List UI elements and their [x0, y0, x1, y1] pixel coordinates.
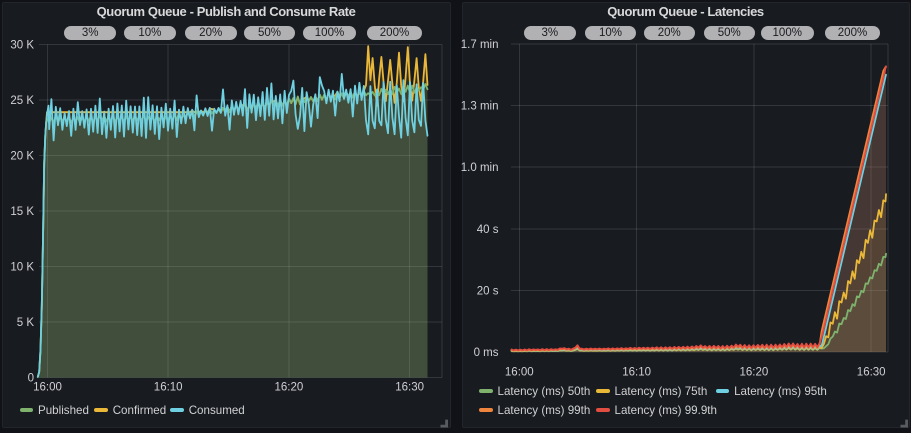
svg-text:16:30: 16:30 [395, 382, 424, 394]
svg-text:40 s: 40 s [477, 224, 499, 236]
svg-text:25 K: 25 K [10, 95, 34, 107]
svg-text:0: 0 [28, 373, 34, 385]
svg-text:16:10: 16:10 [154, 382, 183, 394]
svg-text:10 K: 10 K [10, 262, 34, 274]
svg-text:1.3 min: 1.3 min [461, 101, 499, 113]
svg-text:16:10: 16:10 [622, 367, 651, 379]
svg-text:16:30: 16:30 [857, 367, 886, 379]
svg-text:1.0 min: 1.0 min [461, 162, 499, 174]
svg-text:16:00: 16:00 [33, 382, 62, 394]
svg-text:5 K: 5 K [17, 317, 35, 329]
svg-text:1.7 min: 1.7 min [461, 39, 499, 51]
svg-text:16:20: 16:20 [740, 367, 769, 379]
svg-text:0 ms: 0 ms [474, 347, 499, 359]
svg-text:16:20: 16:20 [275, 382, 304, 394]
svg-text:30 K: 30 K [10, 40, 34, 52]
svg-text:20 s: 20 s [477, 285, 499, 297]
svg-text:20 K: 20 K [10, 151, 34, 163]
svg-text:16:00: 16:00 [505, 367, 534, 379]
svg-text:15 K: 15 K [10, 206, 34, 218]
